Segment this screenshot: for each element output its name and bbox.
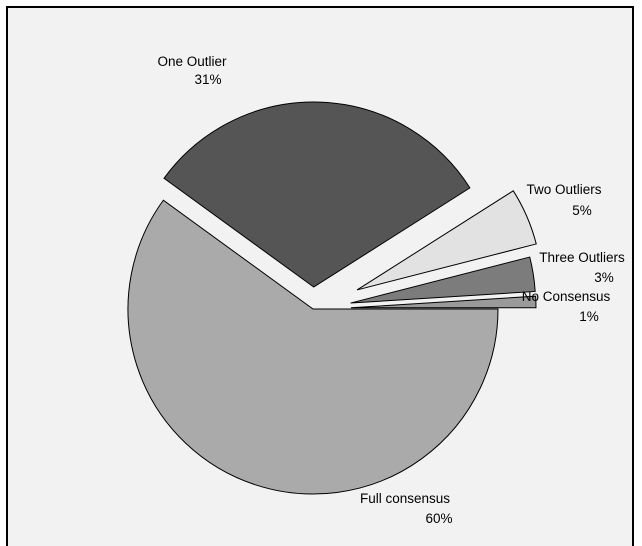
- slice-percent-no-consensus: 1%: [579, 309, 599, 324]
- slice-percent-two-outliers: 5%: [572, 203, 592, 218]
- slice-label-three-outliers: Three Outliers: [539, 250, 625, 265]
- slice-label-one-outlier: One Outlier: [157, 54, 227, 69]
- slice-percent-one-outlier: 31%: [194, 72, 221, 87]
- slice-label-full-consensus: Full consensus: [360, 491, 450, 506]
- slice-label-no-consensus: No Consensus: [522, 289, 611, 304]
- slice-label-two-outliers: Two Outliers: [526, 182, 601, 197]
- slice-percent-full-consensus: 60%: [425, 511, 452, 526]
- pie-slices: [128, 102, 536, 494]
- slice-percent-three-outliers: 3%: [594, 270, 614, 285]
